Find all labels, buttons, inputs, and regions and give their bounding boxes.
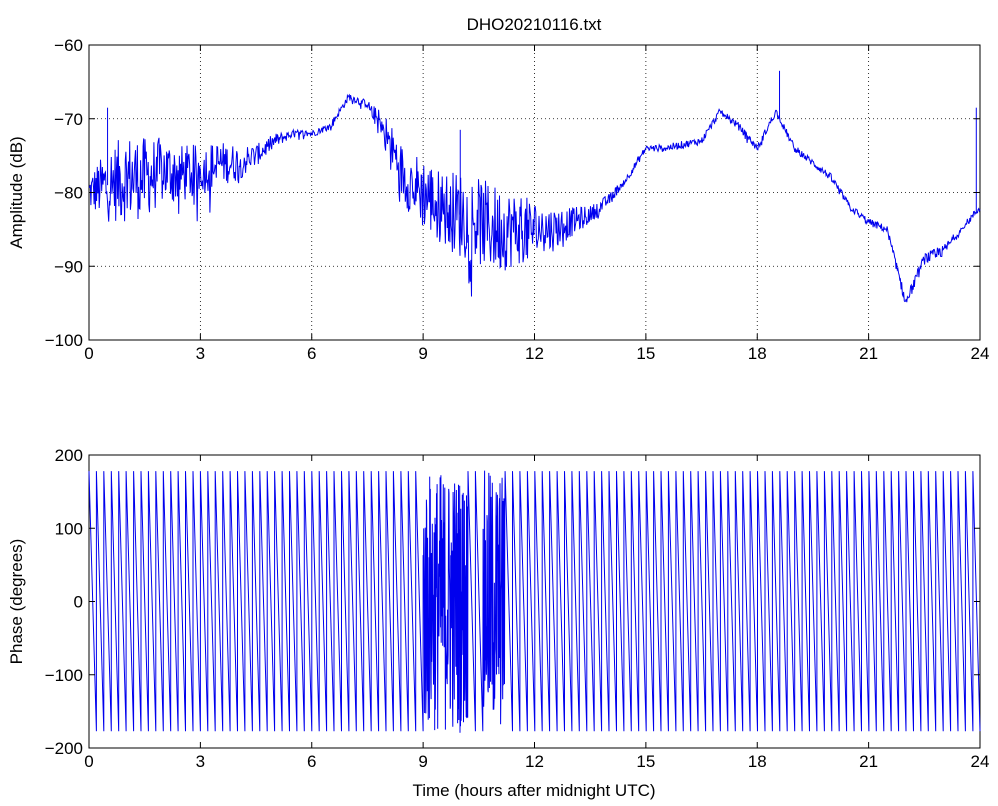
x-tick-label: 6 <box>307 344 316 363</box>
x-tick-label: 6 <box>307 752 316 771</box>
x-tick-label: 9 <box>418 752 427 771</box>
x-tick-label: 24 <box>971 344 990 363</box>
y-tick-label: −70 <box>54 110 83 129</box>
y-tick-label: −200 <box>45 739 83 758</box>
y-tick-label: −90 <box>54 257 83 276</box>
y-tick-label: −100 <box>45 666 83 685</box>
x-tick-label: 12 <box>525 344 544 363</box>
y-tick-label: −100 <box>45 331 83 350</box>
phase-trace-group <box>88 470 981 733</box>
phase-x-axis-label: Time (hours after midnight UTC) <box>412 781 655 800</box>
phase-line <box>88 470 981 733</box>
phase-ticks: 0 3 6 9 12 15 18 21 24 −200 −100 0 100 200 <box>45 446 990 771</box>
x-tick-label: 21 <box>859 752 878 771</box>
x-tick-label: 15 <box>636 344 655 363</box>
x-tick-label: 0 <box>84 344 93 363</box>
phase-y-axis-label: Phase (degrees) <box>7 539 26 665</box>
phase-panel: 0 3 6 9 12 15 18 21 24 −200 −100 0 100 200 Phase (deg… <box>7 446 989 800</box>
x-tick-label: 18 <box>748 344 767 363</box>
x-tick-label: 15 <box>636 752 655 771</box>
y-tick-label: −80 <box>54 184 83 203</box>
x-tick-label: 21 <box>859 344 878 363</box>
amplitude-line <box>88 93 981 303</box>
amplitude-gridlines <box>89 45 980 340</box>
amplitude-ticks: 0 3 6 9 12 15 18 21 24 −100 −90 −80 −70 −60 <box>45 36 990 363</box>
y-tick-label: 100 <box>55 519 83 538</box>
x-tick-label: 9 <box>418 344 427 363</box>
y-tick-label: 200 <box>55 446 83 465</box>
figure-title: DHO20210116.txt <box>467 15 602 34</box>
x-tick-label: 0 <box>84 752 93 771</box>
y-tick-label: −60 <box>54 36 83 55</box>
x-tick-label: 24 <box>971 752 990 771</box>
x-tick-label: 18 <box>748 752 767 771</box>
x-tick-label: 3 <box>196 752 205 771</box>
amplitude-trace-group <box>88 70 981 303</box>
amplitude-y-axis-label: Amplitude (dB) <box>7 136 26 248</box>
x-tick-label: 3 <box>196 344 205 363</box>
amplitude-panel: 0 3 6 9 12 15 18 21 24 −100 −90 −80 −70 −60 Amplitude… <box>7 36 989 363</box>
y-tick-label: 0 <box>74 593 83 612</box>
x-tick-label: 12 <box>525 752 544 771</box>
